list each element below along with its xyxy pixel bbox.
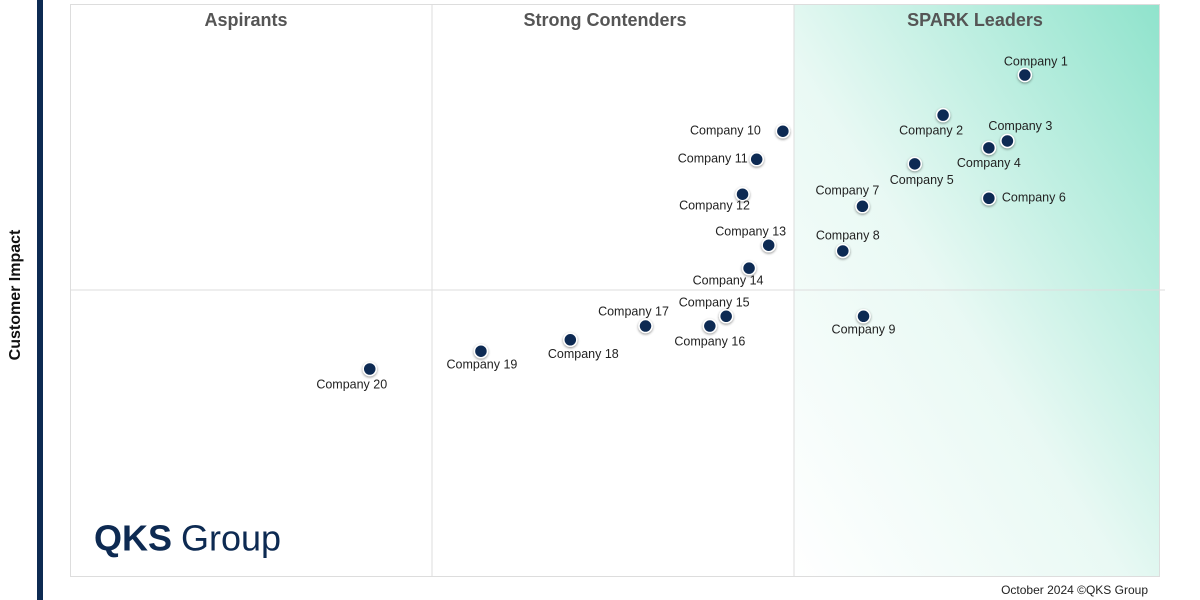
point-label: Company 6 xyxy=(1002,191,1066,205)
point-label: Company 1 xyxy=(1004,54,1068,68)
point xyxy=(981,190,997,206)
quadrant-title: SPARK Leaders xyxy=(907,10,1043,30)
point-label: Company 9 xyxy=(832,323,896,337)
point-label: Company 13 xyxy=(715,225,786,239)
point-label: Company 20 xyxy=(316,377,387,391)
point xyxy=(741,260,757,276)
point-label: Company 4 xyxy=(957,156,1021,170)
point-label: Company 7 xyxy=(815,184,879,198)
logo: QKS xyxy=(94,518,172,559)
point-label: Company 18 xyxy=(548,347,619,361)
y-axis-label: Customer Impact xyxy=(7,229,24,360)
quadrant-title: Strong Contenders xyxy=(523,10,686,30)
point-label: Company 3 xyxy=(988,119,1052,133)
footer: October 2024 ©QKS Group xyxy=(1001,583,1148,597)
point xyxy=(835,243,851,259)
point xyxy=(907,156,922,172)
point xyxy=(362,361,377,377)
point xyxy=(718,309,734,324)
point xyxy=(638,318,653,334)
point xyxy=(1017,67,1033,83)
left-bar xyxy=(37,0,43,600)
point xyxy=(563,332,578,348)
point-label: Company 10 xyxy=(690,124,761,138)
point-label: Company 5 xyxy=(890,173,954,187)
point xyxy=(856,309,871,324)
point xyxy=(749,152,764,167)
point xyxy=(935,107,951,123)
point-label: Company 16 xyxy=(674,334,745,348)
point-label: Company 2 xyxy=(899,123,963,137)
point-label: Company 14 xyxy=(693,273,764,287)
point xyxy=(775,123,791,139)
point-label: Company 11 xyxy=(678,152,748,166)
point-label: Company 12 xyxy=(679,199,750,213)
point xyxy=(735,186,750,202)
point xyxy=(761,237,776,253)
quadrant-title: Aspirants xyxy=(204,10,287,30)
point-label: Company 19 xyxy=(446,358,517,372)
point-label: Company 17 xyxy=(598,304,669,318)
point-label: Company 8 xyxy=(816,228,880,242)
logo: Group xyxy=(181,518,281,559)
point xyxy=(855,199,870,214)
point xyxy=(1000,133,1015,149)
point xyxy=(981,140,997,156)
point-label: Company 15 xyxy=(679,296,750,310)
point xyxy=(473,343,489,359)
point xyxy=(702,318,718,334)
